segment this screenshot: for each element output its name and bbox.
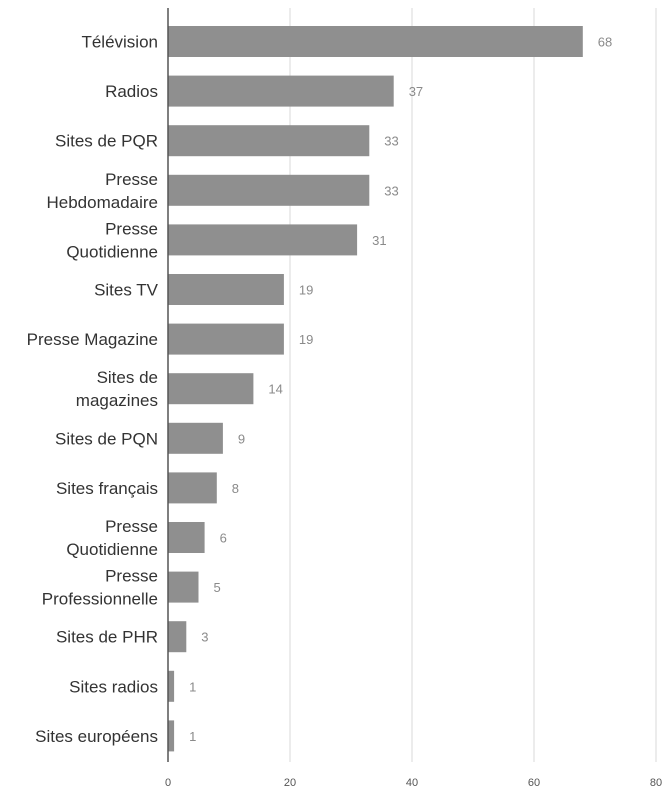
gridlines bbox=[289, 8, 657, 762]
x-tick-label: 60 bbox=[528, 777, 540, 789]
value-label: 1 bbox=[189, 679, 196, 694]
bar bbox=[168, 274, 284, 305]
bar bbox=[168, 323, 284, 355]
bar bbox=[168, 422, 223, 454]
bar bbox=[168, 670, 175, 702]
x-tick-label: 40 bbox=[406, 777, 418, 789]
bar bbox=[168, 125, 370, 157]
bar bbox=[168, 720, 175, 752]
value-label: 8 bbox=[232, 481, 239, 496]
bar bbox=[168, 26, 583, 57]
value-label: 37 bbox=[409, 84, 423, 99]
category-label: Sites européens bbox=[35, 727, 158, 746]
value-label: 19 bbox=[299, 332, 313, 347]
bar bbox=[168, 522, 205, 553]
value-label: 33 bbox=[384, 183, 398, 198]
category-label: Radios bbox=[105, 82, 158, 101]
category-labels: Télévision Radios Sites de PQR Presse Hebdom… bbox=[27, 33, 159, 746]
category-label: Presse Professionnelle bbox=[42, 567, 158, 609]
category-label: Sites de PQN bbox=[55, 429, 158, 448]
category-label: Presse Hebdomadaire bbox=[46, 170, 158, 212]
bar bbox=[168, 75, 394, 107]
value-label: 9 bbox=[238, 431, 245, 446]
value-label: 1 bbox=[189, 729, 196, 744]
category-label: Télévision bbox=[81, 33, 158, 52]
category-label: Sites de PHR bbox=[56, 628, 158, 647]
bars bbox=[168, 26, 583, 752]
category-label: Sites TV bbox=[94, 281, 159, 300]
value-label: 68 bbox=[598, 35, 612, 50]
category-label: Sites radios bbox=[69, 677, 158, 696]
value-label: 3 bbox=[201, 630, 208, 645]
value-label: 19 bbox=[299, 283, 313, 298]
category-label: Presse Quotidienne bbox=[66, 517, 158, 559]
bar bbox=[168, 472, 217, 504]
x-tick-label: 20 bbox=[284, 777, 296, 789]
category-label: Sites de magazines bbox=[76, 368, 158, 410]
value-label: 33 bbox=[384, 134, 398, 149]
bar bbox=[168, 621, 187, 653]
category-label: Sites de PQR bbox=[55, 132, 158, 151]
bar bbox=[168, 373, 254, 405]
x-tick-labels: 0 20 40 60 80 bbox=[165, 777, 662, 789]
category-label: Presse Quotidienne bbox=[66, 219, 158, 261]
category-label: Sites français bbox=[56, 479, 158, 498]
bar bbox=[168, 571, 199, 603]
bar bbox=[168, 224, 358, 256]
value-label: 5 bbox=[214, 580, 221, 595]
value-label: 31 bbox=[372, 233, 386, 248]
bar bbox=[168, 174, 370, 206]
x-tick-label: 80 bbox=[650, 777, 662, 789]
value-label: 14 bbox=[268, 382, 282, 397]
x-tick-label: 0 bbox=[165, 777, 171, 789]
category-label: Presse Magazine bbox=[27, 330, 158, 349]
value-label: 6 bbox=[220, 531, 227, 546]
